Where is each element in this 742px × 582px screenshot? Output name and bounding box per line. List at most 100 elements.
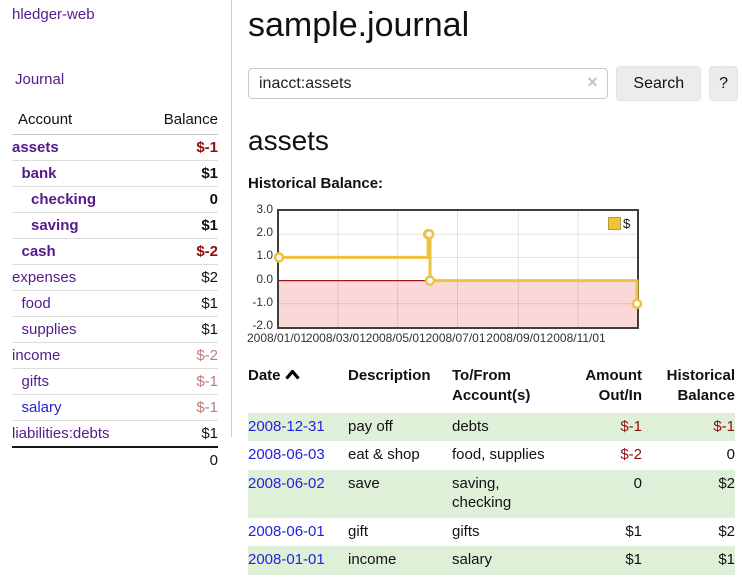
account-link-saving[interactable]: saving [31, 217, 79, 234]
legend-swatch [608, 217, 621, 231]
account-row: liabilities:debts $1 [12, 420, 218, 448]
transaction-amount: $-2 [620, 446, 642, 464]
register-row: 2008-12-31 pay off debts $-1 $-1 [248, 412, 735, 442]
transaction-balance: $1 [642, 546, 735, 576]
account-row: bank $1 [12, 160, 218, 187]
transaction-amount: $1 [625, 522, 642, 540]
account-link-gifts[interactable]: gifts [21, 373, 50, 390]
transaction-accounts: food, supplies [452, 446, 545, 464]
accounts-table: Account Balance assets $-1 bank $1 checking 0… [12, 109, 218, 473]
search-bar: ✕ Search ? [248, 66, 738, 102]
register-row: 2008-06-01 gift gifts $1 $2 [248, 518, 735, 547]
sidebar: hledger-web Journal Account Balance asse… [0, 0, 232, 473]
chart-x-axis-label: 2008/09/01 [486, 331, 547, 346]
account-link-bank[interactable]: bank [21, 165, 57, 182]
page-title: sample.journal [248, 6, 470, 44]
account-row: assets $-1 [12, 134, 218, 161]
transaction-amount: $1 [558, 546, 642, 576]
search-button[interactable]: Search [616, 66, 702, 102]
accounts-header-balance: Balance [144, 109, 218, 135]
transaction-date-link[interactable]: 2008-01-01 [248, 551, 325, 569]
register-header-accounts: To/From Account(s) [452, 367, 531, 405]
chart-label: Historical Balance: [248, 175, 384, 193]
transaction-amount: $-1 [558, 412, 642, 442]
register-row: 2008-06-02 save saving, checking 0 $2 [248, 470, 735, 518]
transaction-balance: $-1 [642, 412, 735, 442]
transaction-date-link[interactable]: 2008-06-02 [248, 475, 325, 493]
account-row: salary $-1 [12, 394, 218, 421]
account-row: saving $1 [12, 212, 218, 239]
account-row: checking 0 [12, 186, 218, 213]
balance-chart: 3.0 2.0 1.0 0.0 -1.0 -2.0 2008/01/01 2008/03/01… [246, 201, 738, 347]
clear-search-icon[interactable]: ✕ [586, 74, 599, 91]
account-row: expenses $2 [12, 264, 218, 291]
chart-y-axis-label: 3.0 [256, 202, 273, 217]
transaction-balance: 0 [726, 446, 735, 464]
account-title: assets [248, 125, 329, 157]
account-link-checking[interactable]: checking [31, 191, 97, 208]
transaction-accounts: salary [452, 546, 558, 576]
account-link-liabilities-debts[interactable]: liabilities:debts [12, 425, 110, 442]
account-balance: 0 [144, 186, 218, 213]
transaction-date-link[interactable]: 2008-12-31 [248, 417, 325, 435]
account-balance: $-2 [144, 238, 218, 265]
accounts-header-account: Account [12, 109, 145, 135]
account-row: food $1 [12, 290, 218, 317]
account-row: cash $-2 [12, 238, 218, 265]
account-balance: $1 [144, 316, 218, 343]
register-header-description: Description [348, 367, 431, 385]
account-balance: $1 [144, 160, 218, 187]
account-balance: $1 [144, 290, 218, 317]
chart-x-axis-label: 2008/03/01 [305, 331, 366, 346]
help-button[interactable]: ? [709, 66, 738, 102]
account-row: income $-2 [12, 342, 218, 369]
transaction-balance: $2 [642, 470, 735, 518]
account-link-cash[interactable]: cash [21, 243, 56, 260]
transaction-description: pay off [348, 412, 452, 442]
register-header-amount: Amount Out/In [585, 367, 642, 405]
accounts-total-row: 0 [12, 446, 218, 473]
legend-label: $ [623, 216, 631, 232]
account-balance: $-1 [144, 394, 218, 421]
sort-asc-icon [284, 366, 300, 386]
transaction-date-link[interactable]: 2008-06-03 [248, 446, 325, 464]
transaction-description: gift [348, 522, 369, 540]
account-balance: $2 [144, 264, 218, 291]
account-link-expenses[interactable]: expenses [12, 269, 77, 286]
account-link-income[interactable]: income [12, 347, 61, 364]
transaction-amount: 0 [558, 470, 642, 518]
transaction-description: save [348, 470, 452, 518]
chart-x-axis-label: 2008/01/01 [246, 331, 308, 346]
register-row: 2008-01-01 income salary $1 $1 [248, 546, 735, 576]
register-header-balance: Historical Balance [666, 367, 735, 405]
register-table: Date Description To/From Account(s) Amou… [248, 364, 735, 576]
chart-x-axis-label: 2008/11/01 [546, 331, 606, 346]
accounts-total-value: 0 [144, 446, 218, 473]
chart-y-axis-label: -2.0 [252, 318, 273, 333]
register-row: 2008-06-03 eat & shop food, supplies $-2 0 [248, 441, 735, 470]
register-header-date[interactable]: Date [248, 364, 348, 413]
account-balance: $-1 [144, 368, 218, 395]
chart-x-axis-label: 2008/05/01 [365, 331, 426, 346]
account-link-assets[interactable]: assets [12, 139, 59, 156]
search-input[interactable] [248, 68, 609, 100]
transaction-accounts: debts [452, 412, 558, 442]
transaction-description: income [348, 546, 452, 576]
account-balance: $1 [144, 420, 218, 448]
main-content: sample.journal ✕ Search ? assets Histori… [246, 0, 738, 576]
account-balance: $-1 [144, 134, 218, 161]
brand-link[interactable]: hledger-web [12, 6, 95, 23]
chart-plot-area [273, 209, 643, 330]
chart-x-axis-label: 2008/07/01 [425, 331, 486, 346]
account-link-supplies[interactable]: supplies [21, 321, 77, 338]
account-row: gifts $-1 [12, 368, 218, 395]
transaction-accounts: saving, checking [452, 470, 558, 518]
transaction-balance: $2 [718, 522, 735, 540]
transaction-accounts: gifts [452, 522, 480, 540]
account-row: supplies $1 [12, 316, 218, 343]
account-link-salary[interactable]: salary [21, 399, 62, 416]
account-balance: $-2 [144, 342, 218, 369]
journal-link[interactable]: Journal [15, 71, 65, 88]
account-link-food[interactable]: food [21, 295, 51, 312]
transaction-date-link[interactable]: 2008-06-01 [248, 522, 325, 540]
